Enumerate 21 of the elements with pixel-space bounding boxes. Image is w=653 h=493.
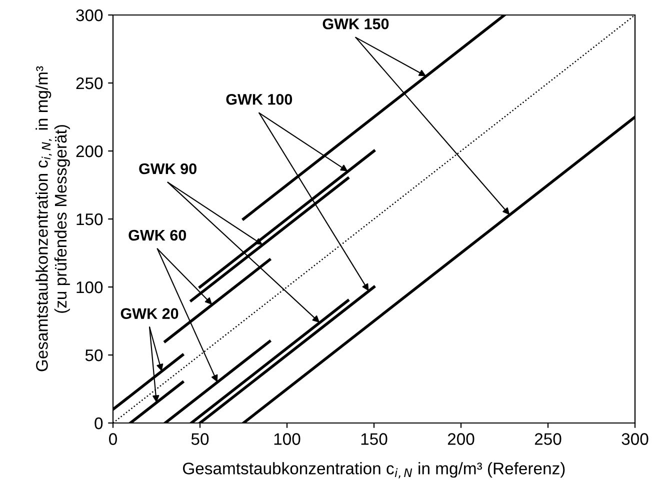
x-tick-label: 300 — [622, 433, 648, 445]
x-axis-title: Gesamtstaubkonzentration c$_{i,N}$ in mg/m³ (Referenz) — [183, 462, 565, 478]
annotation: GWK 150 — [322, 18, 389, 30]
y-tick-label: 100 — [76, 281, 103, 294]
x-tick-label: 250 — [534, 433, 562, 445]
y-tick-label: 300 — [76, 9, 103, 22]
y-tick-label: 200 — [76, 145, 103, 158]
annotation: GWK 100 — [226, 94, 292, 105]
y-tick-label: 250 — [76, 77, 103, 90]
x-tick-label: 50 — [191, 433, 209, 445]
annotation: GWK 60 — [128, 230, 186, 241]
x-tick-label: 150 — [361, 433, 388, 445]
annotation: GWK 20 — [120, 308, 178, 319]
y-axis-title: Gesamtstaubkonzentration c$_{i,N,}$ in mg/m³ (zu prüfendes Messgerät) — [36, 66, 70, 372]
y-tick-label: 50 — [85, 349, 103, 362]
x-tick-label: 0 — [109, 433, 117, 445]
y-tick-label: 150 — [76, 213, 103, 226]
x-tick-label: 200 — [448, 433, 474, 445]
x-tick-label: 100 — [274, 433, 300, 445]
annotation: GWK 90 — [139, 163, 196, 174]
y-tick-label: 0 — [94, 417, 103, 430]
